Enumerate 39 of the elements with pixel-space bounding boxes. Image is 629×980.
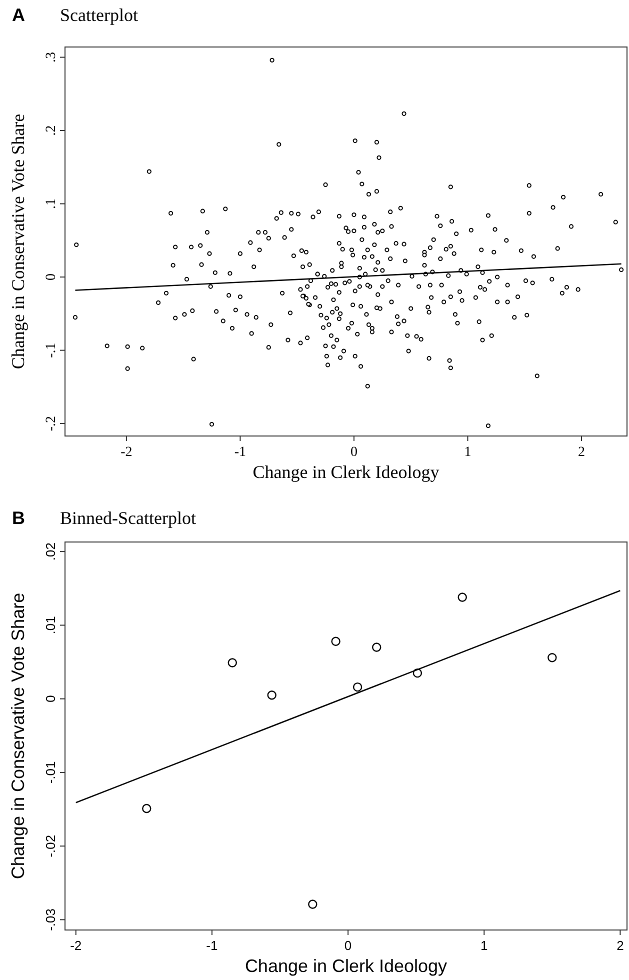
point [458, 592, 467, 602]
x-tick-label: 1 [480, 938, 488, 953]
point [548, 652, 557, 662]
x-tick-label: 0 [344, 938, 352, 953]
x-tick-label: -1 [234, 445, 246, 460]
x-tick-label: -2 [120, 445, 132, 460]
point [267, 690, 276, 700]
y-tick-label: .2 [44, 125, 59, 136]
y-tick-label: 0 [43, 695, 58, 702]
point [331, 636, 340, 646]
x-axis-title: Change in Clerk Ideology [252, 462, 440, 482]
y-tick-label: -.01 [43, 761, 58, 784]
y-axis-title: Change in Conservative Vote Share [8, 592, 28, 880]
point [228, 658, 237, 668]
y-axis-title: Change in Conservative Vote Share [8, 114, 28, 370]
x-tick-label: -1 [206, 938, 218, 953]
x-tick-label: 0 [350, 445, 358, 460]
chart-title: Binned-Scatterplot [60, 508, 196, 528]
y-tick-label: .1 [44, 198, 59, 210]
y-tick-label: .3 [44, 52, 59, 63]
y-tick-label: .02 [43, 542, 58, 561]
point [352, 682, 362, 692]
x-tick-label: -2 [70, 938, 82, 953]
text: A [12, 5, 25, 25]
x-tick-label: 2 [616, 938, 624, 953]
y-tick-label: .01 [43, 616, 58, 634]
y-tick-label: -.2 [44, 416, 59, 432]
point [142, 804, 152, 814]
point [308, 900, 318, 909]
text: B [12, 508, 25, 528]
x-tick-label: 2 [578, 445, 585, 460]
y-tick-label: -.03 [43, 908, 58, 931]
chart-title: Scatterplot [60, 5, 138, 25]
x-axis-title: Change in Clerk Ideology [244, 956, 448, 976]
y-tick-label: 0 [44, 274, 59, 281]
x-tick-label: 1 [464, 445, 472, 460]
y-tick-label: -.02 [43, 834, 58, 858]
point [372, 642, 382, 652]
y-tick-label: -.1 [44, 342, 59, 358]
